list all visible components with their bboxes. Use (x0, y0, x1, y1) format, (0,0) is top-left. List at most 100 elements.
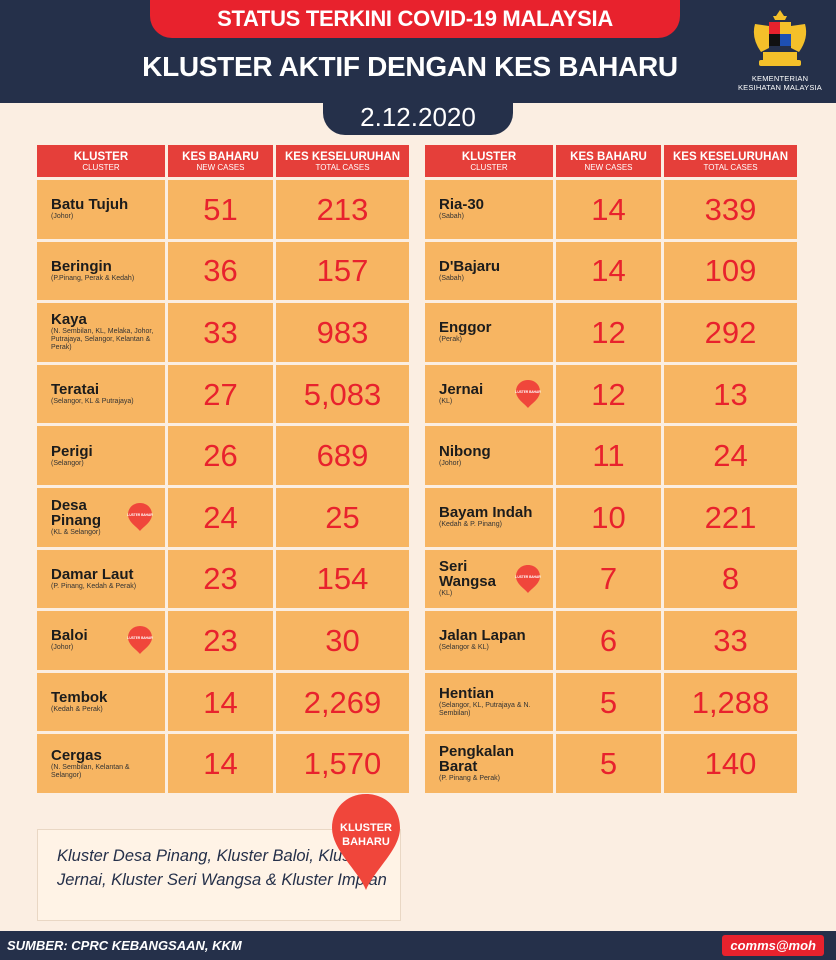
total-cases-value: 689 (276, 426, 409, 485)
cluster-cell: Batu Tujuh (Johor) (37, 180, 165, 239)
cluster-name: Bayam Indah (439, 504, 533, 522)
col-cluster-label: KLUSTER (461, 150, 517, 163)
table-row: Tembok (Kedah & Perak) 14 2,269 (37, 672, 409, 732)
table-row: Teratai (Selangor, KL & Putrajaya) 27 5,083 (37, 364, 409, 424)
total-cases-value: 33 (664, 611, 797, 670)
new-cases-value: 14 (556, 241, 661, 301)
new-cluster-badge-icon: KLUSTER BAHARU (515, 380, 541, 409)
col-total-label: KES KESELURUHAN (672, 150, 788, 163)
total-cases-value: 5,083 (276, 364, 409, 424)
new-cases-value: 14 (168, 734, 273, 793)
col-new-sublabel: NEW CASES (196, 162, 245, 172)
cluster-cell: Nibong (Johor) (425, 426, 553, 485)
total-cases-value: 1,570 (276, 734, 409, 793)
credit-label: comms@moh (722, 935, 824, 956)
page-title: KLUSTER AKTIF DENGAN KES BAHARU (142, 51, 678, 82)
cluster-cell: Jalan Lapan (Selangor & KL) (425, 611, 553, 670)
cluster-cell: Beringin (P.Pinang, Perak & Kedah) (37, 241, 165, 301)
cluster-name: Hentian (439, 685, 495, 703)
cluster-location: (Johor) (51, 213, 74, 221)
cluster-cell: Tembok (Kedah & Perak) (37, 672, 165, 732)
col-cluster: KLUSTER CLUSTER (37, 145, 165, 177)
cluster-location: (KL & Selangor) (51, 528, 101, 536)
cluster-location: (Selangor, KL, Putrajaya & N. Sembilan) (439, 702, 531, 718)
new-cases-value: 14 (556, 180, 661, 239)
table-row: Desa Pinang(KL & Selangor) KLUSTER BAHARU… (37, 487, 409, 547)
new-cluster-badge-icon: KLUSTER BAHARU (332, 794, 400, 890)
col-new-cases: KES BAHARU NEW CASES (556, 145, 661, 177)
cluster-cell: Teratai (Selangor, KL & Putrajaya) (37, 364, 165, 424)
new-cases-value: 23 (168, 611, 273, 670)
cluster-cell: Kaya (N. Sembilan, KL, Melaka, Johor, Put… (37, 303, 165, 362)
cluster-cell: Damar Laut (P. Pinang, Kedah & Perak) (37, 549, 165, 609)
new-cases-value: 24 (168, 487, 273, 547)
cluster-location: (P.Pinang, Perak & Kedah) (51, 274, 135, 282)
cluster-location: (Johor) (439, 459, 462, 467)
col-new-sublabel: NEW CASES (584, 162, 633, 172)
total-cases-value: 221 (664, 487, 797, 547)
col-cluster: KLUSTER CLUSTER (425, 145, 553, 177)
table-row: Batu Tujuh (Johor) 51 213 (37, 180, 409, 239)
cluster-location: (P. Pinang, Kedah & Perak) (51, 582, 137, 590)
cluster-location: (Sabah) (439, 213, 464, 221)
table-row: Pengkalan Barat (P. Pinang & Perak) 5 140 (425, 734, 797, 793)
new-cases-value: 6 (556, 611, 661, 670)
cluster-name: Pengkalan Barat (439, 743, 515, 776)
cluster-name: D'Bajaru (439, 257, 501, 275)
cluster-name: Seri Wangsa (439, 558, 496, 591)
cluster-location: (N. Sembilan, KL, Melaka, Johor, Putraja… (51, 328, 154, 352)
cluster-cell: Baloi(Johor) KLUSTER BAHARU (37, 611, 165, 670)
table-row: Enggor (Perak) 12 292 (425, 303, 797, 362)
badge-line-2: BAHARU (342, 836, 390, 848)
badge-text: KLUSTER BAHARU (127, 636, 153, 640)
new-cases-value: 27 (168, 364, 273, 424)
cluster-cell: Pengkalan Barat (P. Pinang & Perak) (425, 734, 553, 793)
cluster-cell: Bayam Indah (Kedah & P. Pinang) (425, 487, 553, 547)
table-row: Kaya (N. Sembilan, KL, Melaka, Johor, Put… (37, 303, 409, 362)
col-total-cases: KES KESELURUHAN TOTAL CASES (664, 145, 797, 177)
table-body: Batu Tujuh (Johor) 51 213 Beringin (P.Pinang,… (37, 180, 409, 793)
cluster-name: Enggor (439, 319, 492, 337)
cluster-name: Perigi (51, 442, 93, 460)
cluster-location: (Johor) (51, 644, 74, 652)
cluster-name: Jalan Lapan (439, 627, 526, 645)
total-cases-value: 30 (276, 611, 409, 670)
cluster-location: (Perak) (439, 336, 462, 344)
new-cases-value: 12 (556, 303, 661, 362)
new-cases-value: 36 (168, 241, 273, 301)
cluster-location: (Kedah & Perak) (51, 706, 103, 714)
table-row: Jalan Lapan (Selangor & KL) 6 33 (425, 611, 797, 670)
col-cluster-sublabel: CLUSTER (82, 162, 120, 172)
total-cases-value: 25 (276, 487, 409, 547)
new-cases-value: 7 (556, 549, 661, 609)
cluster-name: Cergas (51, 746, 102, 764)
total-cases-value: 140 (664, 734, 797, 793)
cluster-cell: Desa Pinang(KL & Selangor) KLUSTER BAHARU (37, 487, 165, 547)
cluster-location: (P. Pinang & Perak) (439, 775, 500, 783)
new-cases-value: 51 (168, 180, 273, 239)
total-cases-value: 213 (276, 180, 409, 239)
table-body: Ria-30 (Sabah) 14 339 D'Bajaru (Sabah) 14 109 En… (425, 180, 797, 793)
col-cluster-label: KLUSTER (73, 150, 129, 163)
table-row: Perigi (Selangor) 26 689 (37, 426, 409, 485)
total-cases-value: 8 (664, 549, 797, 609)
col-total-sublabel: TOTAL CASES (315, 162, 370, 172)
table-header: KLUSTER CLUSTER KES BAHARU NEW CASES KES… (425, 145, 797, 177)
new-cases-value: 14 (168, 672, 273, 732)
cluster-table-right: KLUSTER CLUSTER KES BAHARU NEW CASES KES… (425, 145, 797, 793)
total-cases-value: 983 (276, 303, 409, 362)
total-cases-value: 13 (664, 364, 797, 424)
col-new-cases: KES BAHARU NEW CASES (168, 145, 273, 177)
cluster-location: (Selangor) (51, 459, 84, 467)
new-cases-value: 5 (556, 672, 661, 732)
cluster-name: Nibong (439, 442, 491, 460)
new-cases-value: 11 (556, 426, 661, 485)
cluster-name: Baloi (51, 627, 88, 645)
cluster-location: (Selangor, KL & Putrajaya) (51, 398, 134, 406)
cluster-cell: Cergas (N. Sembilan, Kelantan & Selangor) (37, 734, 165, 793)
new-cluster-badge-icon: KLUSTER BAHARU (515, 564, 541, 593)
new-cases-value: 26 (168, 426, 273, 485)
new-cluster-note: Kluster Desa Pinang, Kluster Baloi, Klus… (37, 829, 401, 921)
table-row: Seri Wangsa(KL) KLUSTER BAHARU 78 (425, 549, 797, 609)
badge-text: KLUSTER BAHARU (515, 575, 541, 579)
